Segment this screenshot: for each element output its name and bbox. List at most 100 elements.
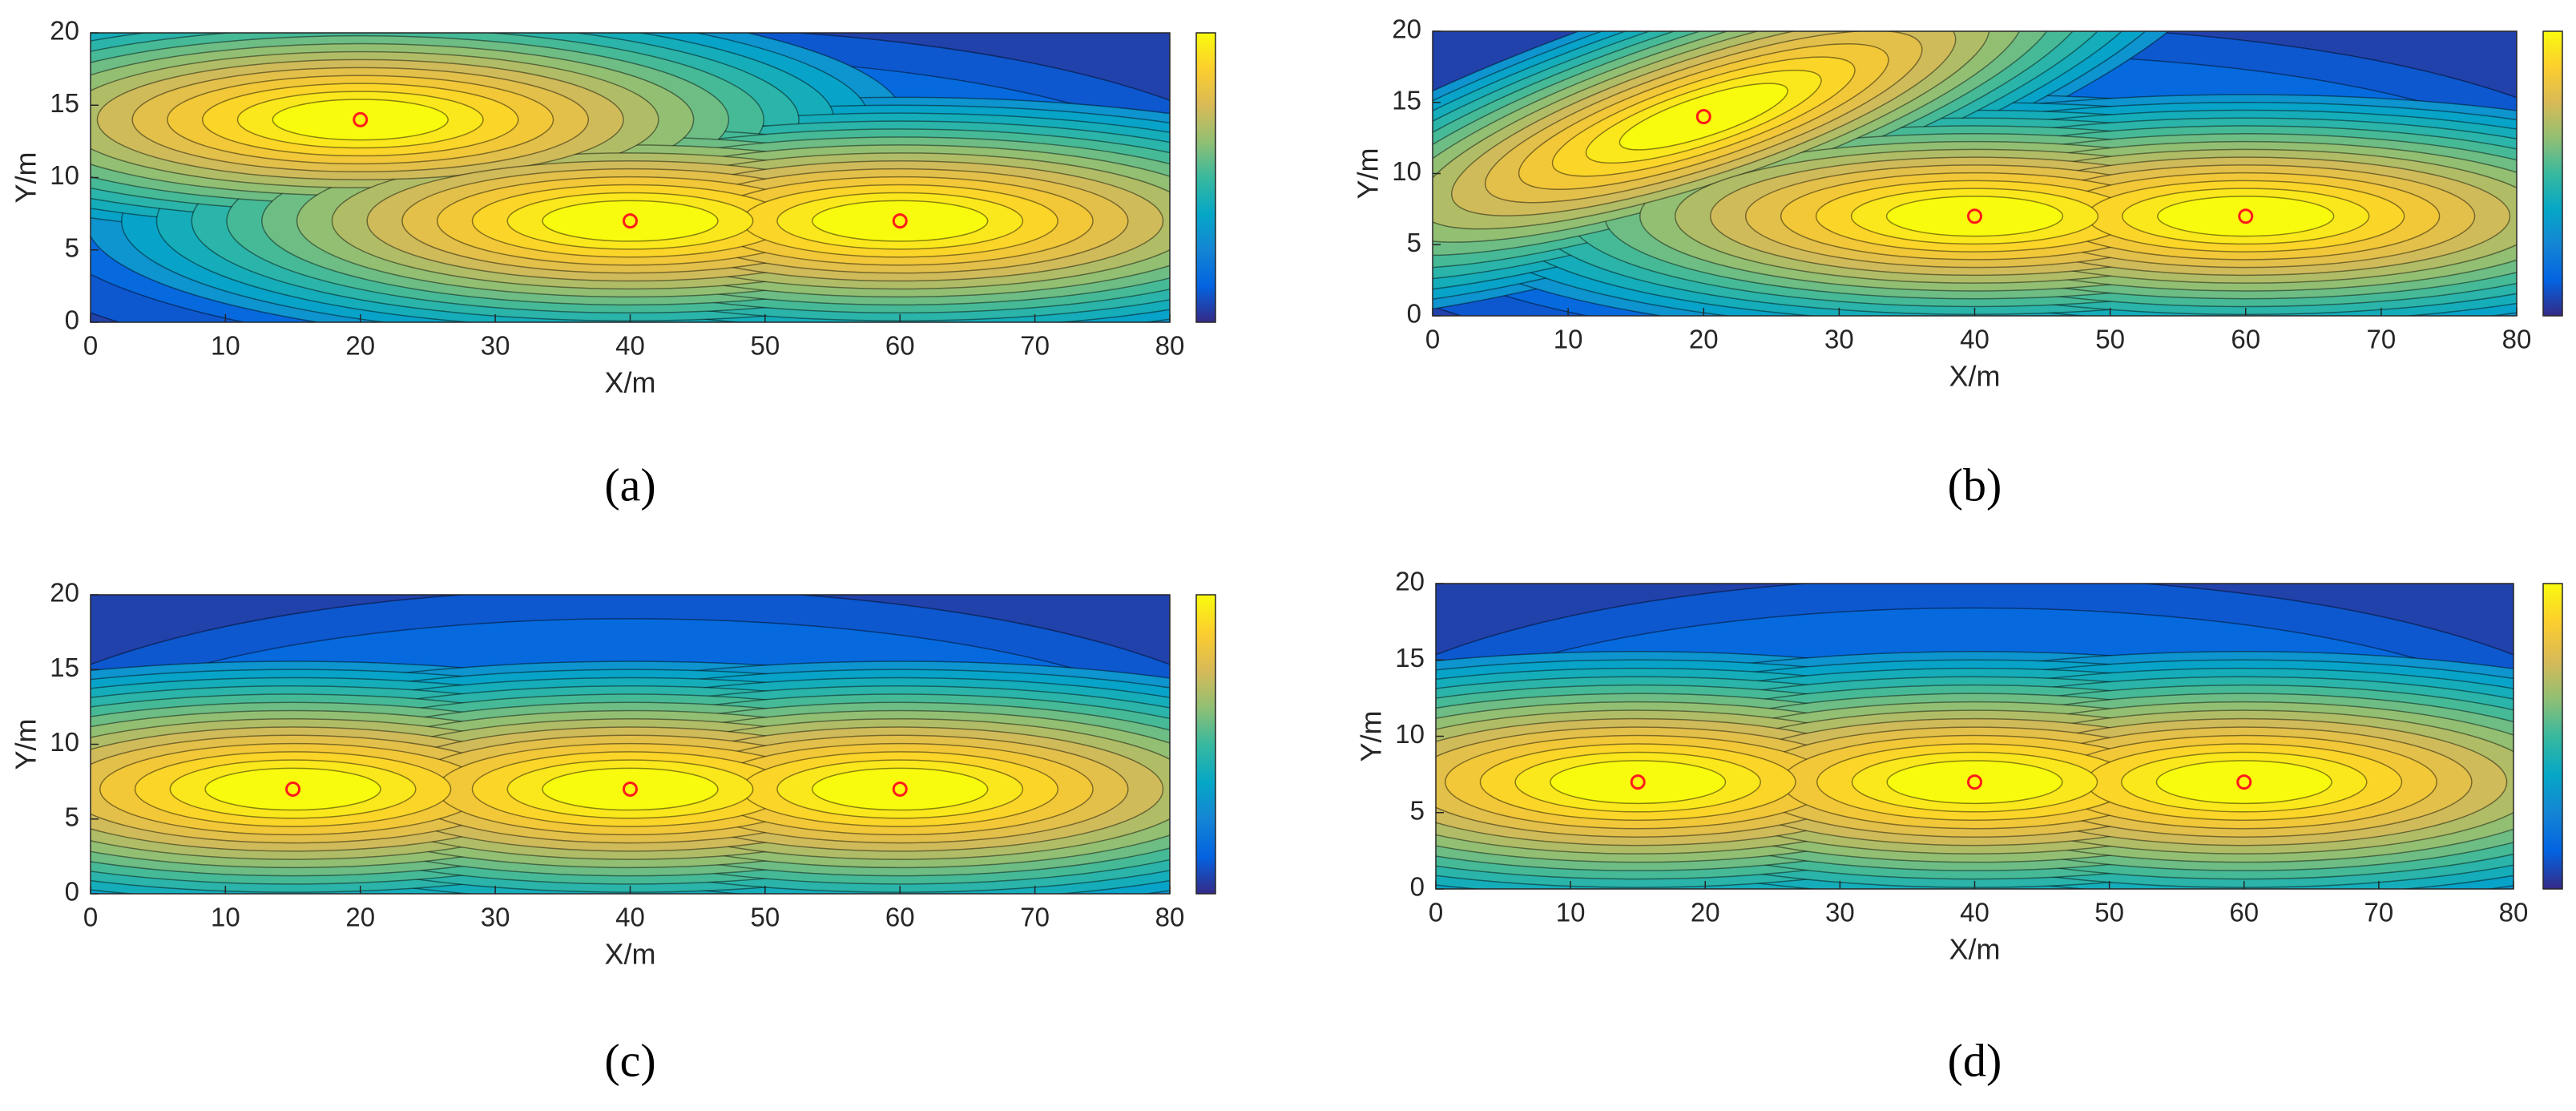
y-tick-label: 20 — [1395, 567, 1425, 596]
y-tick-label: 5 — [1407, 228, 1421, 257]
x-tick-label: 30 — [1825, 898, 1855, 927]
panel: 0 10 20 30 40 50 60 70 80 0 5 10 15 20 X/m Y/m (a) — [10, 16, 1216, 511]
source-point — [892, 781, 908, 797]
x-tick-label: 50 — [2095, 325, 2125, 354]
colorbar — [1195, 32, 1216, 323]
y-tick-label: 0 — [65, 305, 79, 335]
x-tick-label: 60 — [2231, 325, 2260, 354]
x-tick-label: 10 — [1556, 898, 1586, 927]
contour-field — [91, 33, 1170, 322]
x-tick-label: 20 — [345, 903, 375, 932]
source-point — [2236, 774, 2252, 790]
panel-caption: (d) — [1948, 1034, 2002, 1086]
x-tick-label: 60 — [885, 903, 915, 932]
x-tick-label: 0 — [1429, 898, 1443, 927]
x-tick-label: 20 — [345, 331, 375, 361]
panel: 0 10 20 30 40 50 60 70 80 0 5 10 15 20 X/m Y/m (d) — [1355, 567, 2563, 1086]
x-tick-label: 60 — [2229, 898, 2259, 927]
colorbar — [2542, 30, 2563, 317]
x-axis-label: X/m — [1949, 933, 2000, 966]
x-tick-label: 40 — [615, 903, 645, 932]
contour-band — [812, 767, 989, 811]
x-tick-label: 30 — [1824, 325, 1854, 354]
contour-band — [542, 200, 719, 242]
panel-caption: (c) — [604, 1034, 655, 1086]
x-tick-label: 50 — [2094, 898, 2124, 927]
x-tick-label: 80 — [1155, 903, 1185, 932]
source-point — [2238, 208, 2254, 224]
contour-band — [542, 767, 719, 811]
x-tick-label: 70 — [1020, 331, 1050, 361]
x-tick-label: 30 — [481, 331, 510, 361]
y-tick-label: 20 — [50, 578, 79, 608]
source-point — [1695, 109, 1711, 124]
x-tick-label: 0 — [1425, 325, 1440, 354]
colorbar — [1195, 594, 1216, 895]
y-tick-label: 5 — [65, 232, 79, 262]
x-tick-label: 10 — [211, 331, 240, 361]
source-point — [285, 781, 301, 797]
contour-band — [1550, 760, 1727, 805]
x-tick-label: 70 — [2364, 898, 2394, 927]
colorbar — [2542, 583, 2563, 890]
contour-band — [204, 767, 381, 811]
contour-field — [1433, 31, 2517, 316]
x-tick-label: 40 — [1960, 325, 1989, 354]
contour-band — [2155, 760, 2332, 805]
y-tick-label: 15 — [50, 652, 79, 682]
x-tick-label: 80 — [2499, 898, 2529, 927]
x-tick-label: 0 — [83, 903, 98, 932]
x-tick-label: 50 — [751, 331, 780, 361]
panel: 0 10 20 30 40 50 60 70 80 0 5 10 15 20 X/m Y/m (c) — [10, 578, 1216, 1086]
y-axis-label: Y/m — [1355, 710, 1388, 762]
contour-band — [1886, 760, 2063, 805]
y-tick-label: 5 — [1410, 795, 1425, 825]
y-tick-label: 10 — [1392, 156, 1421, 186]
contour-field — [91, 595, 1170, 894]
source-point — [892, 213, 908, 229]
source-point — [623, 781, 638, 797]
y-tick-label: 10 — [50, 160, 79, 190]
x-tick-label: 50 — [751, 903, 780, 932]
source-point — [353, 111, 369, 127]
x-tick-label: 10 — [211, 903, 240, 932]
y-tick-label: 20 — [50, 16, 79, 46]
panel: 0 10 20 30 40 50 60 70 80 0 5 10 15 20 X/m Y/m (b) — [1352, 14, 2563, 511]
y-tick-label: 15 — [1395, 643, 1425, 673]
y-tick-label: 20 — [1392, 14, 1421, 44]
contour-band — [272, 99, 449, 141]
x-tick-label: 40 — [1960, 898, 1989, 927]
y-axis-label: Y/m — [1352, 147, 1385, 199]
y-tick-label: 5 — [65, 802, 79, 831]
contour-band — [2157, 196, 2335, 237]
x-tick-label: 80 — [1155, 331, 1185, 361]
x-axis-label: X/m — [1949, 360, 2000, 393]
x-tick-label: 20 — [1689, 325, 1719, 354]
x-tick-label: 80 — [2502, 325, 2532, 354]
y-tick-label: 0 — [65, 877, 79, 907]
y-tick-label: 0 — [1410, 872, 1425, 902]
x-tick-label: 40 — [615, 331, 645, 361]
contour-band — [812, 200, 989, 242]
x-tick-label: 10 — [1554, 325, 1583, 354]
x-tick-label: 0 — [83, 331, 98, 361]
y-tick-label: 10 — [1395, 719, 1425, 749]
contour-band — [1619, 83, 1788, 151]
source-point — [623, 213, 638, 229]
y-tick-label: 15 — [1392, 85, 1421, 115]
contour-band — [1885, 196, 2064, 237]
x-axis-label: X/m — [604, 938, 655, 971]
panel-caption: (a) — [604, 459, 655, 511]
x-tick-label: 70 — [2367, 325, 2397, 354]
y-tick-label: 10 — [50, 727, 79, 757]
panel-caption: (b) — [1948, 459, 2002, 511]
source-point — [1630, 774, 1646, 790]
x-tick-label: 60 — [885, 331, 915, 361]
x-tick-label: 30 — [481, 903, 510, 932]
x-tick-label: 20 — [1691, 898, 1720, 927]
source-point — [1967, 774, 1982, 790]
source-point — [1967, 208, 1982, 224]
contour-field — [1436, 584, 2514, 889]
